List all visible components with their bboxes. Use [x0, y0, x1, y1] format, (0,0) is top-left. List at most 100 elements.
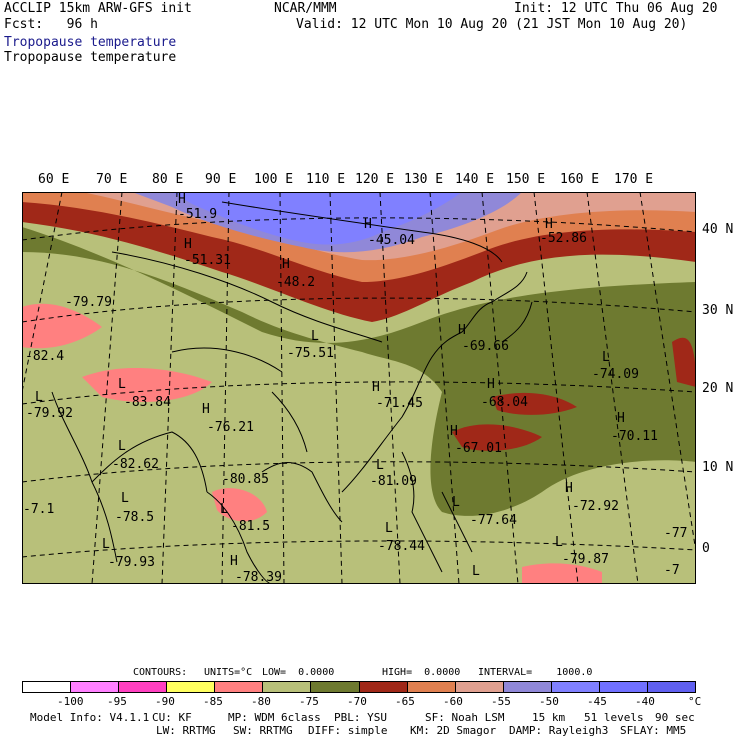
microphysics-scheme: MP: WDM 6class: [228, 711, 321, 724]
contour-value: -78.39: [235, 570, 282, 585]
legend-tick: -70: [347, 695, 367, 708]
lat-label: 30 N: [702, 303, 734, 318]
contour-value: -78.5: [115, 510, 155, 525]
contour-value: -79.93: [108, 555, 155, 570]
low-marker: L: [385, 521, 393, 536]
legend-tick: -55: [491, 695, 511, 708]
lon-label: 160 E: [560, 172, 600, 187]
contour-value: -79.92: [26, 406, 73, 421]
contour-value: -69.66: [462, 339, 509, 354]
low-marker: L: [102, 537, 110, 552]
contour-value: -80.85: [222, 472, 269, 487]
vertical-levels: 51 levels: [584, 711, 644, 724]
contour-value: -72.92: [572, 499, 619, 514]
low-marker: L: [220, 502, 228, 517]
lon-label: 90 E: [205, 172, 237, 187]
region-fill: [452, 424, 542, 451]
high-marker: H: [184, 237, 192, 252]
region-fill: [492, 392, 577, 415]
legend-swatch: [263, 682, 312, 692]
legend-tick: -60: [443, 695, 463, 708]
low-marker: L: [118, 439, 126, 454]
low-marker: L: [35, 390, 43, 405]
color-legend: [22, 681, 696, 693]
time-step: 90 sec: [655, 711, 695, 724]
contour-value: -51.9: [178, 207, 218, 222]
lon-label: 80 E: [152, 172, 184, 187]
high-marker: H: [282, 257, 290, 272]
legend-tick: -80: [251, 695, 271, 708]
low-marker: L: [555, 535, 563, 550]
pbl-scheme: PBL: YSU: [334, 711, 387, 724]
tropopause-temperature-map: [22, 192, 696, 584]
contours-units: UNITS=°C: [204, 667, 253, 678]
contour-value: -76.21: [207, 420, 254, 435]
legend-tick: -100: [57, 695, 84, 708]
model-title: ACCLIP 15km ARW-GFS init: [4, 1, 192, 16]
contour-value: -74.09: [592, 367, 639, 382]
legend-tick: -50: [539, 695, 559, 708]
lat-label: 10 N: [702, 460, 734, 475]
contour-value: -7: [664, 563, 680, 578]
legend-swatch: [455, 682, 504, 692]
high-marker: H: [450, 424, 458, 439]
contour-value: -77: [664, 526, 688, 541]
contour-value: -75.51: [287, 346, 334, 361]
contour-value: -83.84: [124, 395, 171, 410]
lon-label: 100 E: [254, 172, 294, 187]
contour-value: -79.79: [65, 295, 112, 310]
legend-tick: -85: [203, 695, 223, 708]
contour-value: -51.31: [184, 253, 231, 268]
low-marker: L: [118, 377, 126, 392]
damping-option: DAMP: Rayleigh3: [509, 724, 609, 737]
legend-unit: °C: [688, 695, 702, 708]
legend-swatch: [551, 682, 600, 692]
diffusion-option: DIFF: simple: [308, 724, 388, 737]
lon-label: 110 E: [306, 172, 346, 187]
high-marker: H: [202, 402, 210, 417]
contour-value: -82.62: [112, 457, 159, 472]
contour-value: -81.09: [370, 474, 417, 489]
lon-label: 140 E: [455, 172, 495, 187]
contour-value: -48.2: [276, 275, 316, 290]
low-marker: L: [602, 350, 610, 365]
high-marker: H: [458, 323, 466, 338]
contour-value: -71.45: [376, 396, 423, 411]
legend-tick: -90: [155, 695, 175, 708]
region-fill: [672, 337, 696, 387]
legend-tick: -95: [107, 695, 127, 708]
legend-tick: -45: [587, 695, 607, 708]
legend-swatch: [311, 682, 360, 692]
lon-label: 150 E: [506, 172, 546, 187]
low-marker: L: [311, 329, 319, 344]
legend-swatch: [167, 682, 216, 692]
legend-swatch: [503, 682, 552, 692]
contour-value: -81.5: [231, 519, 271, 534]
contour-value: -52.86: [540, 231, 587, 246]
high-marker: H: [487, 377, 495, 392]
contours-high: HIGH= 0.0000: [382, 667, 461, 678]
high-marker: H: [364, 217, 372, 232]
high-marker: H: [545, 217, 553, 232]
contour-value: -7.1: [23, 502, 55, 517]
init-time: Init: 12 UTC Thu 06 Aug 20: [514, 1, 718, 16]
legend-swatch: [407, 682, 456, 692]
contours-label: CONTOURS:: [133, 667, 188, 678]
high-marker: H: [230, 554, 238, 569]
legend-swatch: [599, 682, 649, 692]
surface-scheme: SF: Noah LSM: [425, 711, 505, 724]
contour-value: -82.4: [25, 349, 65, 364]
contour-value: -79.87: [562, 552, 609, 567]
region-fill: [22, 303, 102, 349]
longwave-scheme: LW: RRTMG: [156, 724, 216, 737]
km-option: KM: 2D Smagor: [410, 724, 497, 737]
legend-swatch: [71, 682, 120, 692]
contour-value: -78.44: [378, 539, 425, 554]
region-fill: [522, 563, 602, 584]
lat-label: 20 N: [702, 381, 734, 396]
lon-label: 70 E: [96, 172, 128, 187]
surface-layer-scheme: SFLAY: MM5: [620, 724, 687, 737]
valid-time: Valid: 12 UTC Mon 10 Aug 20 (21 JST Mon …: [296, 17, 688, 32]
legend-tick: -75: [299, 695, 319, 708]
low-marker: L: [452, 495, 460, 510]
